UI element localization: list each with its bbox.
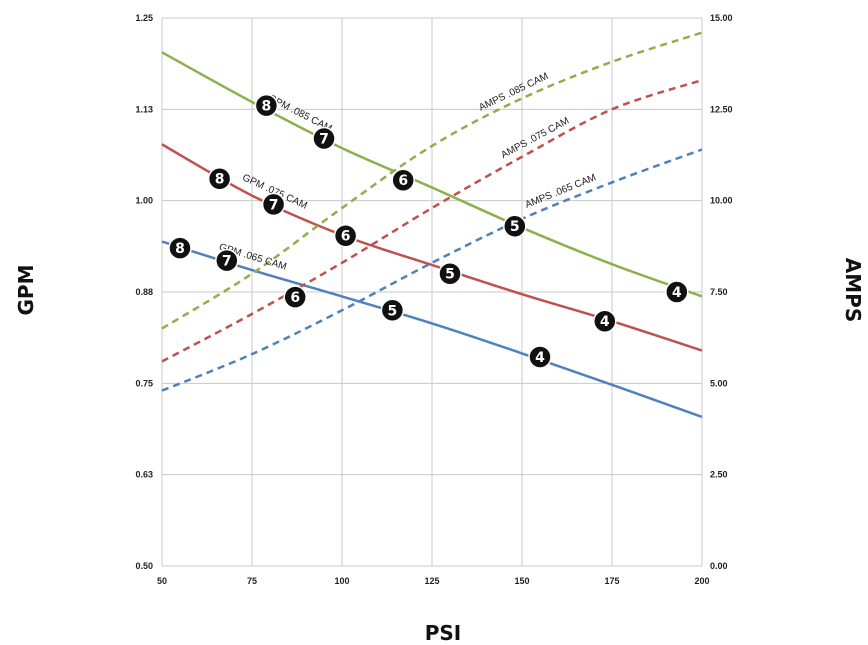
marker-label: 7 — [319, 132, 329, 148]
marker-label: 6 — [398, 173, 408, 189]
y-left-tick-label: 0.88 — [135, 287, 153, 297]
marker-circle — [438, 261, 462, 286]
marker-circle — [312, 126, 336, 151]
cam-marker: 7 — [261, 192, 286, 217]
x-tick-label: 150 — [514, 576, 529, 586]
x-tick-label: 75 — [247, 576, 257, 586]
cam-marker: 6 — [283, 285, 307, 309]
y-right-tick-label: 12.50 — [710, 104, 733, 114]
y-left-tick-label: 0.75 — [135, 378, 153, 388]
y-right-tick-label: 10.00 — [710, 196, 733, 206]
marker-circle — [168, 236, 192, 260]
marker-label: 4 — [535, 350, 545, 366]
marker-circle — [283, 285, 307, 309]
y-right-tick-label: 2.50 — [710, 470, 728, 480]
cam-marker: 4 — [593, 309, 617, 333]
cam-marker: 8 — [254, 93, 279, 118]
marker-circle — [207, 166, 232, 191]
cam-marker: 5 — [380, 298, 405, 323]
y-right-tick-label: 0.00 — [710, 561, 728, 571]
marker-circle — [333, 223, 358, 248]
marker-label: 8 — [262, 99, 272, 115]
x-tick-label: 175 — [604, 576, 619, 586]
cam-marker: 4 — [528, 345, 552, 369]
x-tick-label: 100 — [334, 576, 349, 586]
cam-marker: 6 — [333, 223, 358, 248]
series-line-gpm-065-cam — [161, 240, 703, 419]
y-left-tick-label: 1.13 — [135, 104, 153, 114]
cam-marker: 5 — [503, 214, 527, 238]
y-left-tick-label: 1.25 — [135, 13, 153, 23]
cam-marker: 6 — [391, 168, 415, 192]
marker-label: 6 — [290, 290, 300, 306]
marker-label: 7 — [269, 197, 279, 213]
marker-circle — [593, 309, 617, 333]
marker-circle — [380, 298, 405, 323]
y-right-tick-label: 15.00 — [710, 13, 733, 23]
markers: 8 7 6 5 4 8 7 6 5 4 8 7 6 5 4 — [168, 93, 689, 369]
y-left-tick-label: 0.63 — [135, 470, 153, 480]
y-right-tick-label: 7.50 — [710, 287, 728, 297]
marker-label: 6 — [341, 229, 351, 245]
series-line-gpm-085-cam — [161, 51, 703, 298]
marker-label: 5 — [388, 303, 398, 319]
y-right-tick-label: 5.00 — [710, 378, 728, 388]
marker-label: 4 — [672, 285, 682, 301]
cam-marker: 7 — [215, 248, 239, 273]
cam-marker: 7 — [312, 126, 336, 151]
cam-marker: 5 — [438, 261, 462, 286]
marker-label: 4 — [600, 314, 610, 330]
gridlines — [161, 17, 703, 567]
x-tick-label: 50 — [157, 576, 167, 586]
y-left-tick-label: 1.00 — [135, 196, 153, 206]
marker-circle — [665, 280, 689, 304]
cam-marker: 8 — [168, 236, 192, 260]
x-tick-label: 200 — [694, 576, 709, 586]
tick-labels: 50 75 100 125 150 175 2000.500.630.750.881.001… — [135, 13, 732, 586]
marker-label: 8 — [175, 241, 185, 257]
y-left-axis-title: GPM — [14, 265, 38, 316]
marker-circle — [391, 168, 415, 192]
cam-marker: 8 — [207, 166, 232, 191]
marker-label: 5 — [445, 267, 455, 283]
marker-circle — [254, 93, 279, 118]
marker-label: 8 — [215, 172, 225, 188]
marker-label: 7 — [222, 254, 232, 270]
series-line-amps-075-cam — [161, 78, 703, 363]
series-line-amps-065-cam — [161, 148, 703, 392]
marker-label: 5 — [510, 219, 520, 235]
series-line-amps-085-cam — [161, 31, 703, 330]
y-right-axis-title: AMPS — [841, 258, 865, 322]
x-tick-label: 125 — [424, 576, 439, 586]
y-left-tick-label: 0.50 — [135, 561, 153, 571]
marker-circle — [215, 248, 239, 273]
x-axis-title: PSI — [425, 621, 462, 645]
cam-marker: 4 — [665, 280, 689, 304]
marker-circle — [261, 192, 286, 217]
marker-circle — [528, 345, 552, 369]
marker-circle — [503, 214, 527, 238]
